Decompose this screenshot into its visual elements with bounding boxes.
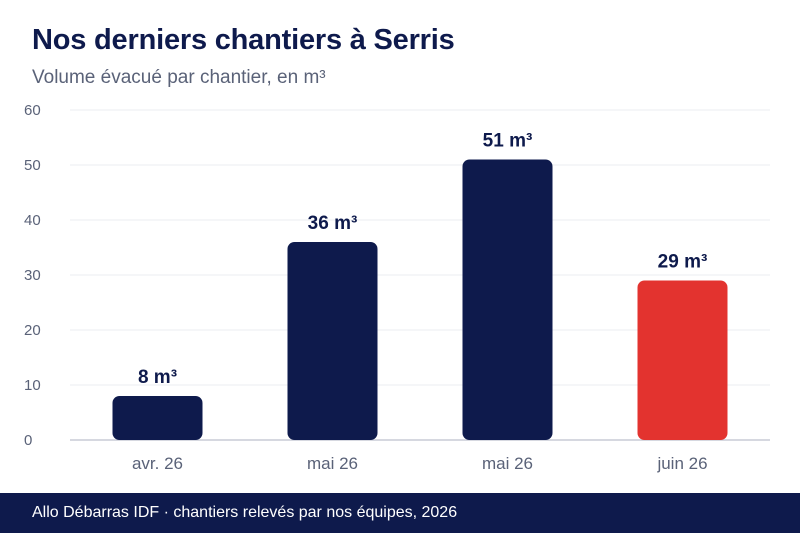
bar-value-label: 29 m³	[658, 252, 708, 273]
bars	[112, 159, 728, 440]
x-tick-label: mai 26	[307, 454, 358, 473]
bar-value-label: 8 m³	[138, 367, 177, 388]
bar	[637, 280, 728, 440]
bar-value-label: 51 m³	[483, 131, 533, 152]
x-tick-label: mai 26	[482, 454, 533, 473]
source-footer: Allo Débarras IDF · chantiers relevés pa…	[0, 493, 800, 533]
bar	[462, 159, 553, 440]
chart-title: Nos derniers chantiers à Serris	[32, 24, 455, 56]
bar	[287, 242, 378, 440]
y-tick-label: 60	[24, 102, 41, 119]
data-labels: 8 m³ 36 m³ 51 m³ 29 m³	[138, 131, 707, 389]
y-tick-label: 50	[24, 157, 41, 174]
chart-subtitle: Volume évacué par chantier, en m³	[32, 67, 326, 88]
source-text: Allo Débarras IDF · chantiers relevés pa…	[32, 504, 458, 521]
y-tick-label: 30	[24, 267, 41, 284]
x-tick-label: juin 26	[656, 454, 707, 473]
bar-chart: 0 10 20 30 40 50 60 8 m³ 36 m³ 51 m³ 29 m³ avr. 2…	[24, 102, 770, 473]
y-tick-label: 20	[24, 322, 41, 339]
bar	[112, 396, 203, 440]
x-axis: avr. 26 mai 26 mai 26 juin 26	[132, 454, 708, 473]
y-tick-label: 10	[24, 377, 41, 394]
x-tick-label: avr. 26	[132, 454, 183, 473]
y-axis: 0 10 20 30 40 50 60	[24, 102, 41, 449]
bar-value-label: 36 m³	[308, 213, 358, 234]
y-tick-label: 0	[24, 432, 32, 449]
y-tick-label: 40	[24, 212, 41, 229]
